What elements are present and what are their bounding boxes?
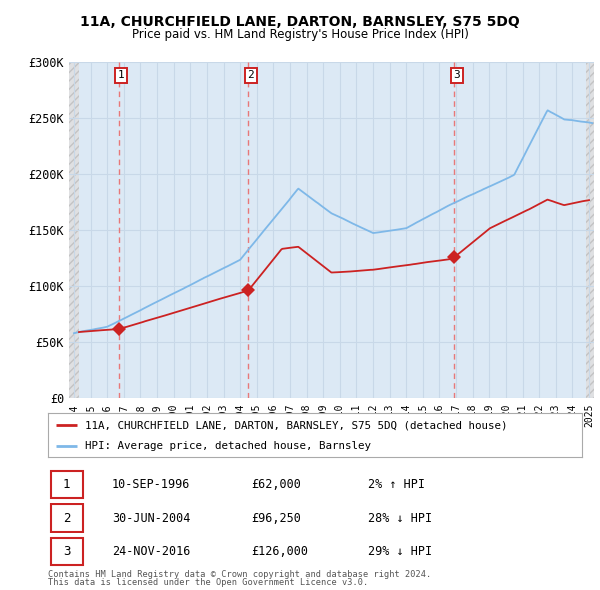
Text: 3: 3 <box>454 70 460 80</box>
Text: 24-NOV-2016: 24-NOV-2016 <box>112 545 190 558</box>
Text: £96,250: £96,250 <box>251 512 301 525</box>
FancyBboxPatch shape <box>50 538 83 565</box>
Text: 1: 1 <box>118 70 125 80</box>
Text: 2: 2 <box>247 70 254 80</box>
FancyBboxPatch shape <box>50 471 83 498</box>
Text: 10-SEP-1996: 10-SEP-1996 <box>112 478 190 491</box>
Text: Contains HM Land Registry data © Crown copyright and database right 2024.: Contains HM Land Registry data © Crown c… <box>48 571 431 579</box>
Text: £126,000: £126,000 <box>251 545 308 558</box>
Text: 11A, CHURCHFIELD LANE, DARTON, BARNSLEY, S75 5DQ: 11A, CHURCHFIELD LANE, DARTON, BARNSLEY,… <box>80 15 520 29</box>
Text: 3: 3 <box>63 545 70 558</box>
Text: HPI: Average price, detached house, Barnsley: HPI: Average price, detached house, Barn… <box>85 441 371 451</box>
Text: 2% ↑ HPI: 2% ↑ HPI <box>368 478 425 491</box>
Bar <box>69 62 79 398</box>
Text: 1: 1 <box>63 478 70 491</box>
FancyBboxPatch shape <box>50 504 83 532</box>
Text: 29% ↓ HPI: 29% ↓ HPI <box>368 545 433 558</box>
Text: Price paid vs. HM Land Registry's House Price Index (HPI): Price paid vs. HM Land Registry's House … <box>131 28 469 41</box>
Text: £62,000: £62,000 <box>251 478 301 491</box>
Text: This data is licensed under the Open Government Licence v3.0.: This data is licensed under the Open Gov… <box>48 578 368 587</box>
Text: 28% ↓ HPI: 28% ↓ HPI <box>368 512 433 525</box>
Bar <box>586 62 594 398</box>
Text: 11A, CHURCHFIELD LANE, DARTON, BARNSLEY, S75 5DQ (detached house): 11A, CHURCHFIELD LANE, DARTON, BARNSLEY,… <box>85 421 508 430</box>
Text: 2: 2 <box>63 512 70 525</box>
Text: 30-JUN-2004: 30-JUN-2004 <box>112 512 190 525</box>
